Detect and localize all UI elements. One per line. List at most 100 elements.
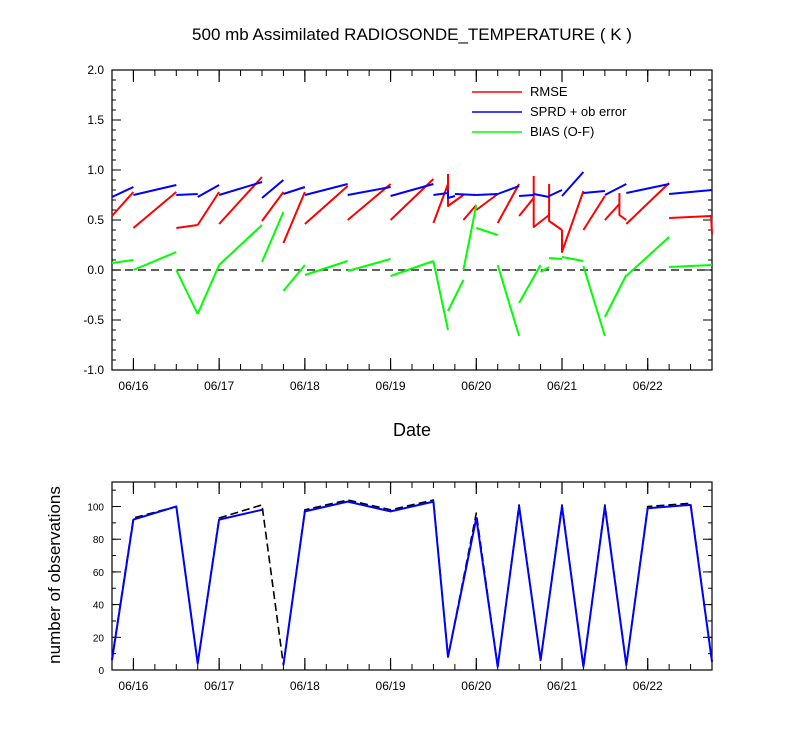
x-tick-label: 06/19 xyxy=(376,679,406,693)
series-bias-o-f-line xyxy=(549,257,563,260)
series-rmse-line xyxy=(196,191,220,226)
x-tick-label: 06/18 xyxy=(290,379,320,393)
series-bias-o-f-line xyxy=(432,260,449,331)
series-sprd-ob-error-line xyxy=(390,183,434,197)
x-tick-label: 06/21 xyxy=(547,379,577,393)
plot-frame xyxy=(111,481,713,671)
series-possible-line xyxy=(111,499,713,668)
x-tick-label: 06/21 xyxy=(547,679,577,693)
series-bias-o-f-line xyxy=(447,279,465,312)
x-axis-label: Date xyxy=(393,420,431,440)
series-sprd-ob-error-line xyxy=(583,190,605,194)
series-sprd-ob-error-line xyxy=(497,185,520,195)
series-sprd-ob-error-line xyxy=(176,193,198,196)
series-rmse-line xyxy=(669,215,713,235)
series-rmse-line xyxy=(111,191,135,217)
series-bias-o-f-line xyxy=(475,227,499,236)
bottom-plot: 100 80 60 40 20 0 06/16 06/17 06/18 06/19 06/20 06/… xyxy=(87,481,713,693)
x-tick-label: 06/17 xyxy=(204,679,234,693)
series-bias-o-f-line xyxy=(518,264,542,304)
series-sprd-ob-error-line xyxy=(197,184,220,198)
series-sprd-ob-error-line xyxy=(548,189,563,197)
series-bias-o-f-line xyxy=(196,264,221,315)
series-bias-o-f-line xyxy=(175,269,199,315)
series-rmse-line xyxy=(582,195,606,231)
series-rmse-line xyxy=(282,191,306,244)
series-rmse-line xyxy=(132,191,177,229)
series-bias-o-f-line xyxy=(496,264,521,337)
series-bias-o-f-line xyxy=(218,224,263,266)
series-sprd-ob-error-line xyxy=(218,181,263,196)
series-rmse-line xyxy=(176,224,198,229)
y-tick-label: 0.0 xyxy=(87,263,104,277)
series-sprd-ob-error-line xyxy=(447,190,456,199)
chart-title: 500 mb Assimilated RADIOSONDE_TEMPERATUR… xyxy=(192,25,632,44)
series-sprd-ob-error-line xyxy=(347,186,391,196)
series-rmse-line xyxy=(432,183,449,224)
series-bias-o-f-line xyxy=(582,265,606,337)
series-bias-o-f-line xyxy=(390,260,434,277)
series-bias-o-f-line xyxy=(282,264,306,292)
series-bias-o-f-line xyxy=(540,266,550,273)
series-sprd-ob-error-line xyxy=(669,189,713,195)
series-bias-o-f-line xyxy=(462,204,478,271)
y-tick-label: 100 xyxy=(87,503,104,514)
series-bias-o-f-line xyxy=(347,258,391,272)
y-tick-label: 1.0 xyxy=(87,163,104,177)
series-rmse-line xyxy=(532,176,550,228)
series-sprd-ob-error-line xyxy=(533,193,550,198)
series-rmse-line xyxy=(475,193,499,211)
x-tick-label: 06/18 xyxy=(290,679,320,693)
y-tick-label: 40 xyxy=(93,601,105,612)
legend-label-sprd-ob-error: SPRD + ob error xyxy=(530,104,627,119)
series-sprd-ob-error-line xyxy=(304,183,348,196)
x-tick-label: 06/20 xyxy=(461,679,491,693)
series-assimilated-line xyxy=(111,505,263,665)
x-tick-label: 06/22 xyxy=(633,379,663,393)
top-plot: 2.0 1.5 1.0 0.5 0.0 -0.5 -1.0 06/16 06/17 06/18 06… xyxy=(83,63,713,393)
x-tick-label: 06/19 xyxy=(376,379,406,393)
series-assimilated-line xyxy=(282,500,713,668)
series-sprd-ob-error-line xyxy=(111,186,134,198)
series-rmse-line xyxy=(261,191,285,222)
y-tick-label: 2.0 xyxy=(87,63,104,77)
series-sprd-ob-error-line xyxy=(261,179,285,199)
x-tick-label: 06/16 xyxy=(118,679,148,693)
x-tick-label: 06/22 xyxy=(633,679,663,693)
series-bias-o-f-line xyxy=(133,251,177,271)
y-tick-label: 60 xyxy=(93,568,105,579)
series-sprd-ob-error-line xyxy=(133,184,177,196)
y-tick-label: 1.5 xyxy=(87,113,104,127)
y-tick-label: 0.5 xyxy=(87,213,104,227)
series-rmse-line xyxy=(625,182,670,225)
series-rmse-line xyxy=(496,183,520,224)
series-rmse-line xyxy=(304,185,349,225)
series-rmse-line xyxy=(462,204,478,221)
legend-label-rmse: RMSE xyxy=(530,84,568,99)
y-tick-label: -0.5 xyxy=(83,313,104,327)
series-bias-o-f-line xyxy=(304,260,349,276)
y-tick-label: 80 xyxy=(93,535,105,546)
series-sprd-ob-error-line xyxy=(454,193,477,196)
series-bias-o-f-line xyxy=(604,274,628,318)
series-bias-o-f-line xyxy=(561,256,584,262)
series-sprd-ob-error-line xyxy=(433,192,449,196)
y-tick-label: 20 xyxy=(93,633,105,644)
series-rmse-line xyxy=(618,193,627,221)
series-bias-o-f-line xyxy=(111,259,134,264)
x-tick-label: 06/17 xyxy=(204,379,234,393)
series-bias-o-f-line xyxy=(669,264,713,268)
series-sprd-ob-error-line xyxy=(604,183,627,196)
series-rmse-line xyxy=(604,203,621,221)
series-bias-o-f-line xyxy=(261,211,285,263)
series-rmse-line xyxy=(347,183,392,221)
series-rmse-line xyxy=(447,174,464,207)
legend-label-bias-o-f: BIAS (O-F) xyxy=(530,124,594,139)
series-sprd-ob-error-line xyxy=(283,186,306,195)
y-axis-label: number of observations xyxy=(45,486,64,664)
y-tick-label: -1.0 xyxy=(83,363,104,377)
series-rmse-line xyxy=(518,197,535,217)
x-tick-label: 06/16 xyxy=(118,379,148,393)
y-tick-label: 0 xyxy=(98,666,104,677)
